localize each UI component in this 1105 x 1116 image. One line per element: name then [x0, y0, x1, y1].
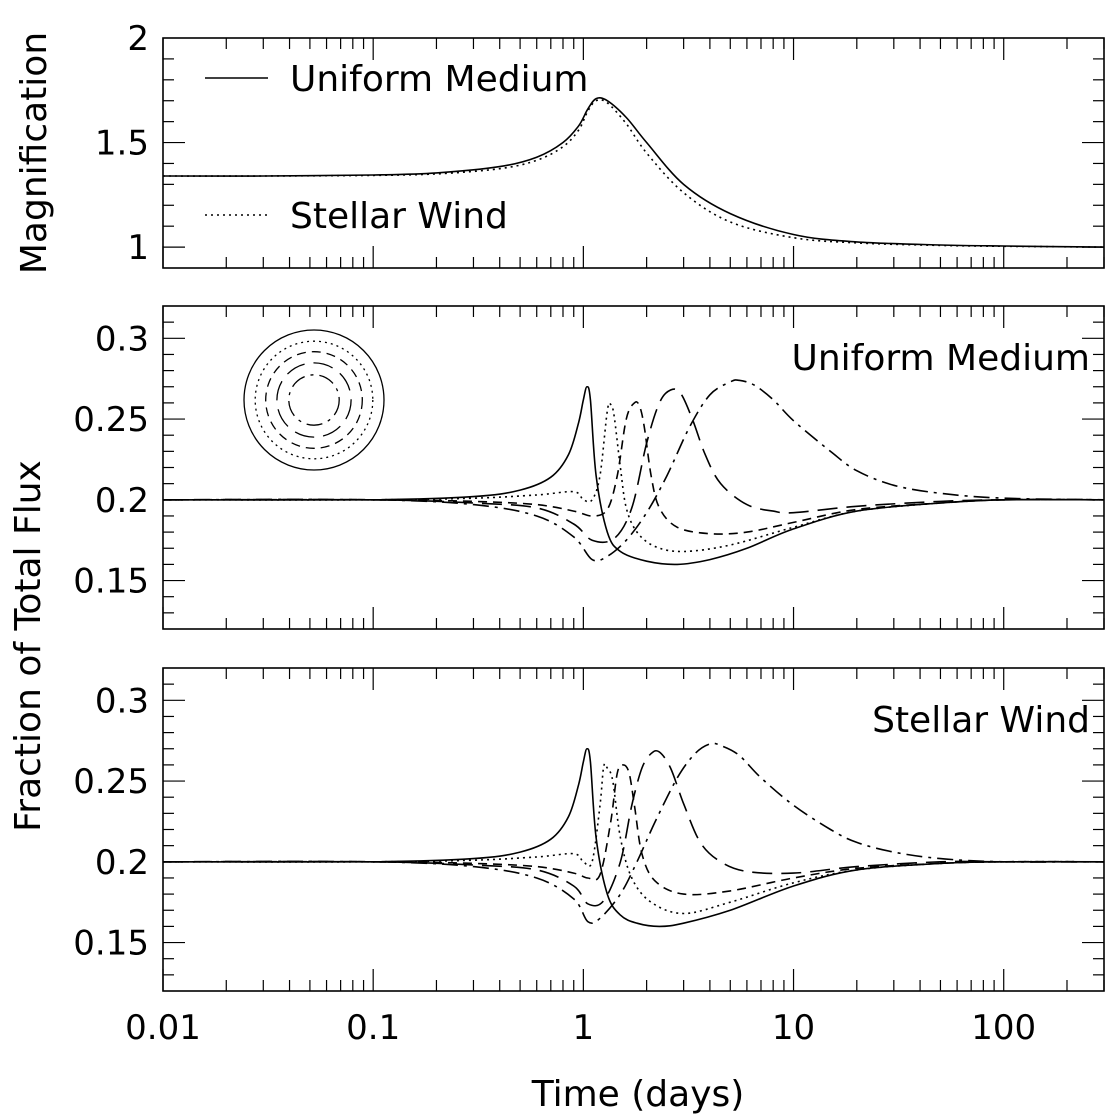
inset-ring-solid	[243, 329, 385, 471]
y-tick-label: 0.15	[73, 924, 149, 964]
x-tick-label: 0.01	[125, 1008, 201, 1048]
y-tick-label: 0.25	[73, 400, 149, 440]
series-line-dash-dot	[163, 379, 1104, 562]
inset-ring-dotted	[254, 340, 374, 460]
series-line-long-dash	[163, 749, 1104, 907]
series-line-dashed	[163, 764, 1104, 896]
x-ticks	[162, 668, 1105, 991]
panel-label-bottom: Stellar Wind	[872, 700, 1090, 741]
panel-middle: 0.15 0.2 0.25 0.3 Uniform Medium	[73, 305, 1105, 630]
series-line-long-dash	[163, 388, 1104, 544]
x-ticks	[162, 38, 1105, 268]
inset-concentric-rings	[243, 329, 385, 471]
y-tick-label: 0.3	[95, 681, 149, 721]
x-tick-label: 100	[971, 1008, 1036, 1048]
inset-ring-long-dash	[276, 362, 352, 438]
plot-frame	[162, 37, 1105, 269]
x-tick-label: 0.1	[346, 1008, 400, 1048]
y-tick-label: 2	[127, 19, 149, 59]
y-tick-label: 0.2	[95, 843, 149, 883]
series-line-solid	[163, 747, 1104, 928]
series-line-dashed	[163, 401, 1104, 535]
legend-label: Stellar Wind	[290, 196, 508, 237]
series-line-dotted	[163, 402, 1104, 553]
inset-ring-dashed	[265, 351, 363, 449]
panel-label-middle: Uniform Medium	[792, 338, 1091, 379]
y-tick-label: 0.25	[73, 762, 149, 802]
y-tick-label: 0.2	[95, 481, 149, 521]
inset-ring-dash-dot	[288, 374, 340, 426]
series-line-dash-dot	[163, 742, 1104, 924]
x-ticks	[162, 306, 1105, 629]
series-line-dotted	[163, 762, 1104, 915]
y-tick-label: 1.5	[95, 124, 149, 164]
y-tick-label: 0.3	[95, 319, 149, 359]
y-tick-label: 0.15	[73, 562, 149, 602]
series-line-solid	[163, 97, 1104, 248]
y-axis-title-magnification: Magnification	[14, 32, 55, 274]
panel-top: 1 1.5 2 Uniform Medium Stellar Wind	[95, 19, 1105, 269]
x-tick-label: 1	[573, 1008, 595, 1048]
panel-bottom: 0.15 0.2 0.25 0.3 0.01 0.1 1 10 100 Stellar Wind	[73, 667, 1105, 1048]
legend: Uniform Medium Stellar Wind	[205, 59, 589, 237]
y-axis-title-fraction: Fraction of Total Flux	[8, 460, 49, 832]
x-axis-title: Time (days)	[531, 1074, 745, 1115]
x-tick-label: 10	[772, 1008, 815, 1048]
legend-label: Uniform Medium	[290, 59, 589, 100]
y-ticks	[163, 58, 1104, 248]
series-line-solid	[163, 385, 1104, 566]
y-tick-label: 1	[127, 228, 149, 268]
